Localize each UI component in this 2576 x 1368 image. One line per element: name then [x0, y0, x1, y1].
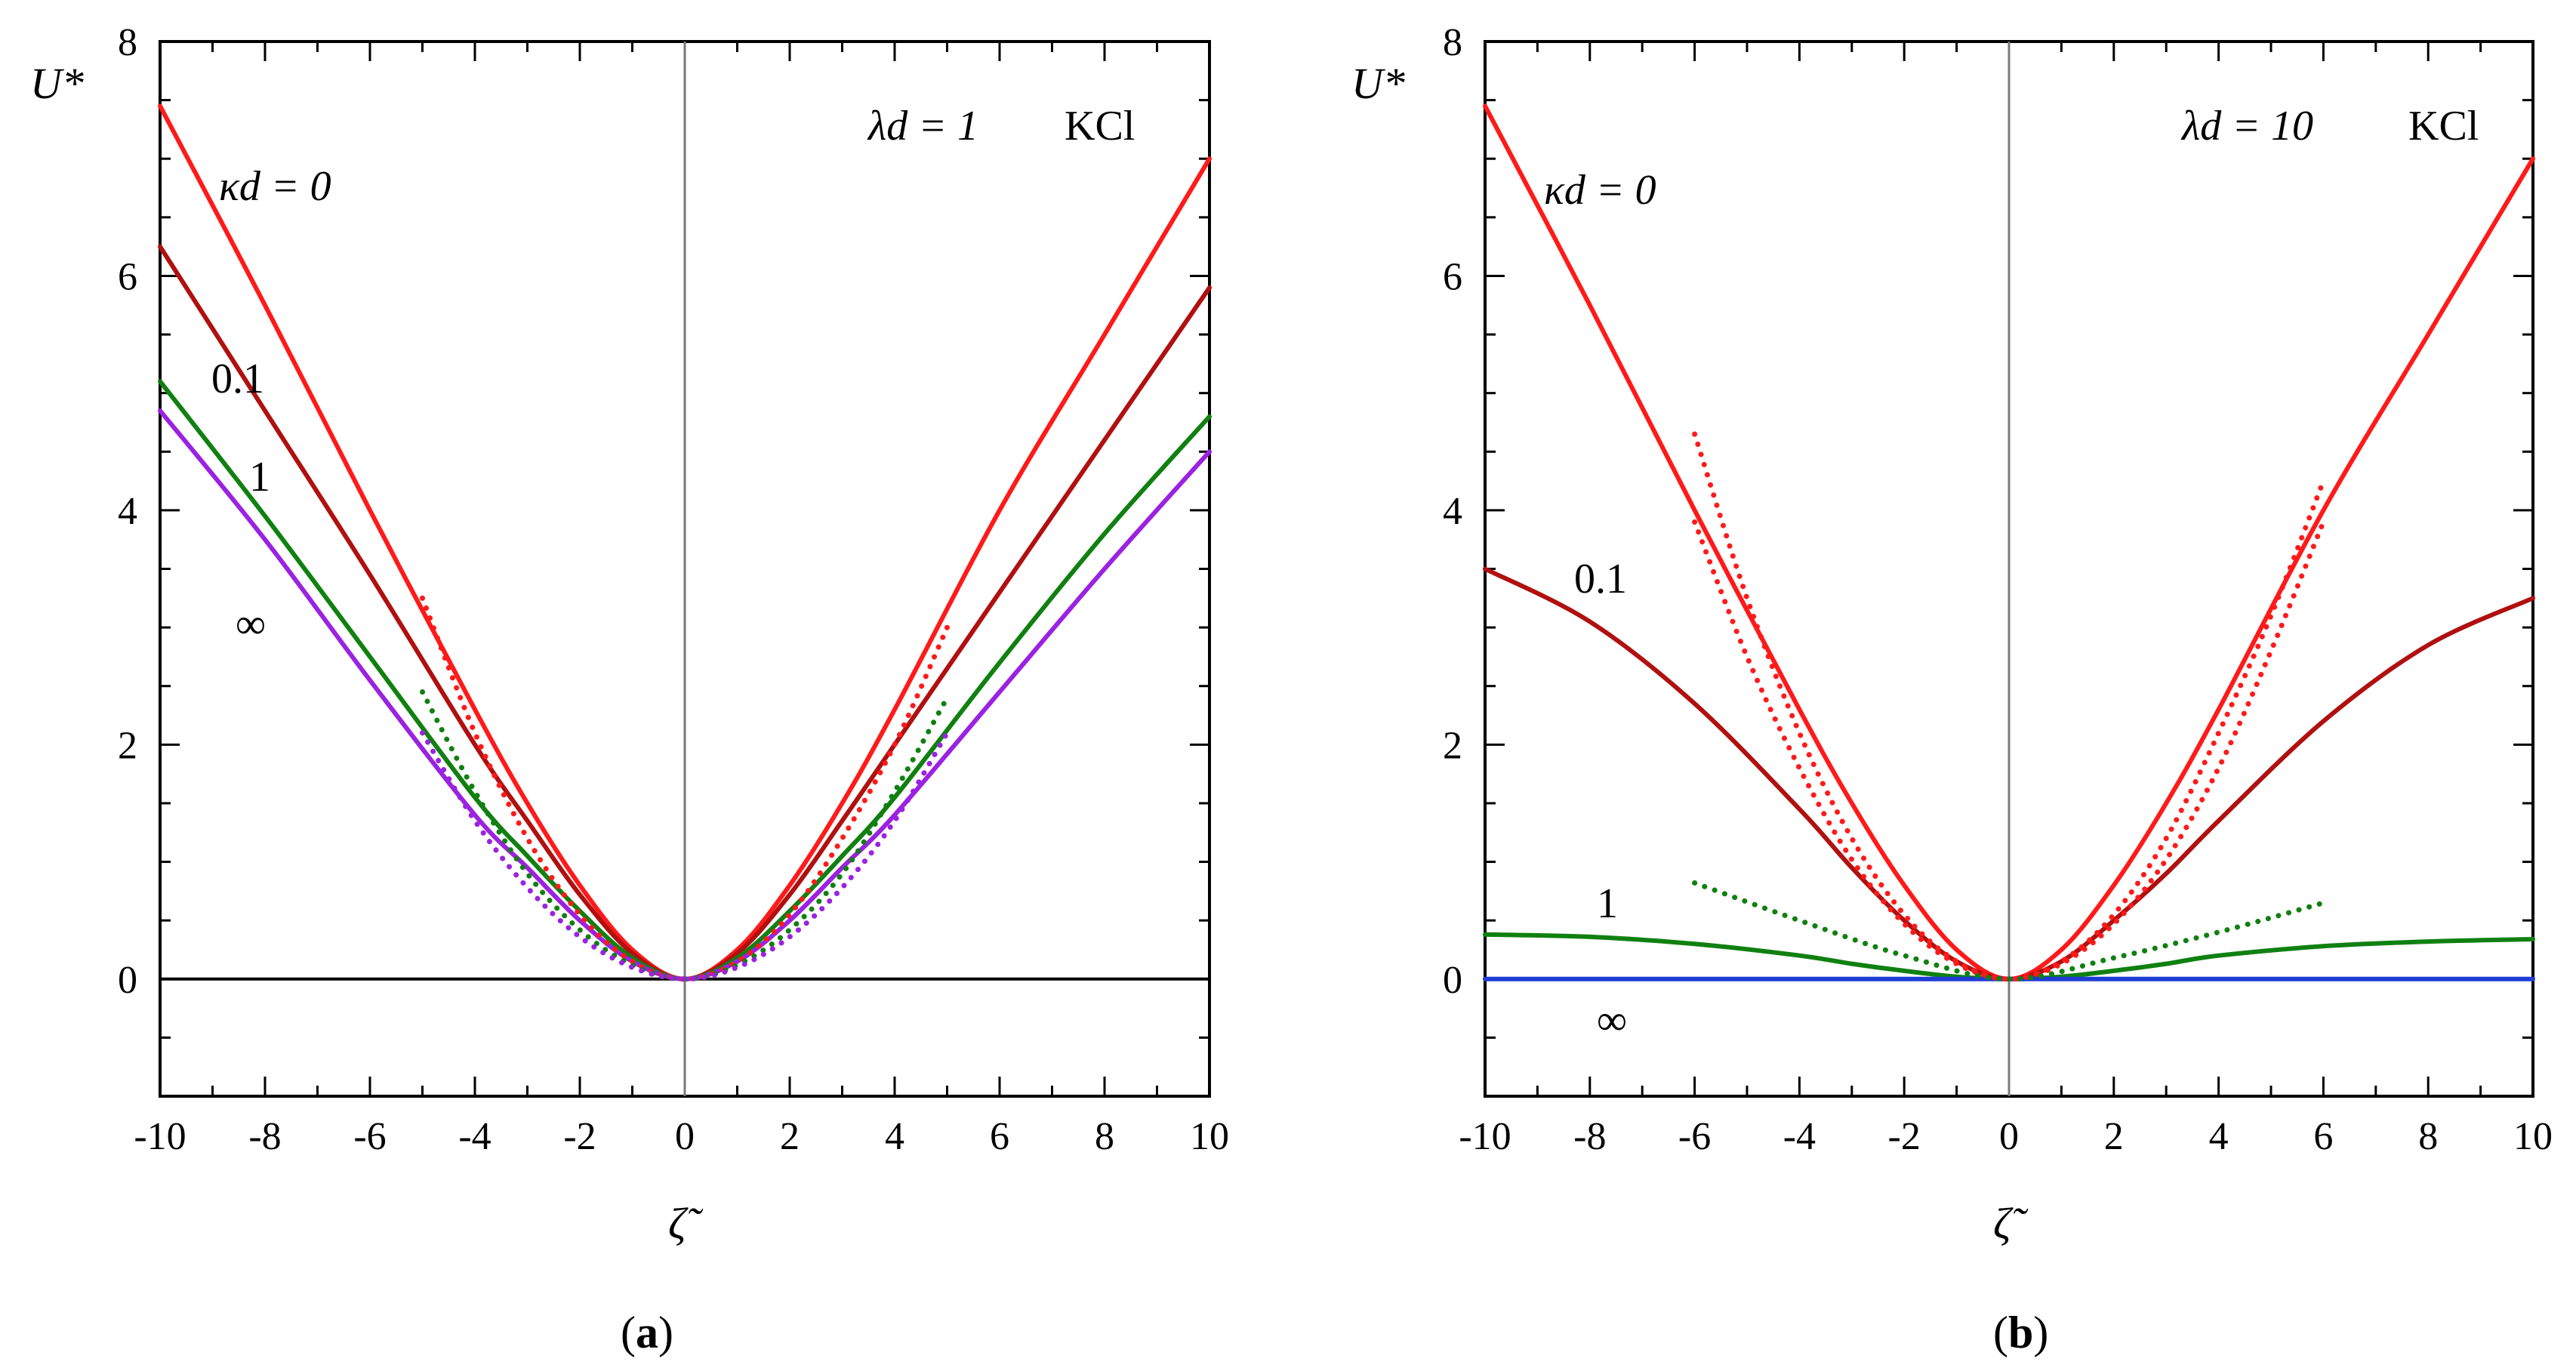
x-tick-label: -10	[134, 1115, 186, 1158]
x-tick-label: 8	[1095, 1115, 1114, 1158]
series-line--d-1-approx-	[1692, 880, 2326, 982]
x-axis-label-a: ζ̃	[668, 1199, 703, 1248]
x-tick-label: -6	[1678, 1115, 1711, 1158]
y-tick-label: 2	[118, 724, 137, 767]
y-tick-label: 8	[1443, 21, 1462, 64]
x-axis-label-b: ζ̃	[1993, 1199, 2028, 1248]
tick-labels-a: -10 -8 -6 -4 -2 0 2 4 6 8 10 0 2 4 6 8	[118, 21, 1229, 1158]
series-label-kd1-b: 1	[1597, 880, 1618, 927]
x-tick-label: 4	[2209, 1115, 2229, 1158]
caption-a: (a)	[621, 1308, 673, 1357]
x-tick-label: 4	[885, 1115, 904, 1158]
series-group-b	[1483, 103, 2535, 982]
param-annotation-a: λd = 1	[867, 103, 978, 149]
caption-letter-b: b	[2008, 1308, 2033, 1357]
series-label-kd0-a: κd = 0	[219, 163, 331, 210]
x-tick-label: -4	[458, 1115, 491, 1158]
x-tick-label: -8	[248, 1115, 281, 1158]
x-tick-label: 2	[2104, 1115, 2124, 1158]
x-tick-label: 2	[780, 1115, 800, 1158]
y-tick-label: 6	[118, 255, 137, 298]
caption-b: (b)	[1993, 1308, 2048, 1357]
series-group-a	[158, 103, 1212, 982]
panel-b: -10 -8 -6 -4 -2 0 2 4 6 8 10 0 2 4 6 8 U* ζ̃ λd = 10 KC…	[1351, 21, 2553, 1357]
series-label-kd1-a: 1	[249, 454, 270, 501]
y-tick-label: 4	[1443, 490, 1462, 533]
x-tick-label: 0	[675, 1115, 695, 1158]
x-tick-label: 8	[2418, 1115, 2438, 1158]
x-tick-label: -8	[1573, 1115, 1606, 1158]
tick-labels-b: -10 -8 -6 -4 -2 0 2 4 6 8 10 0 2 4 6 8	[1443, 21, 2553, 1158]
x-tick-label: 10	[1190, 1115, 1229, 1158]
y-tick-label: 6	[1443, 255, 1462, 298]
panel-a: -10 -8 -6 -4 -2 0 2 4 6 8 10 0 2 4 6 8 U* ζ̃ λd = 1 KCl…	[30, 21, 1229, 1357]
caption-letter-a: a	[636, 1308, 658, 1357]
x-tick-label: -2	[563, 1115, 596, 1158]
series-label-kd0-b: κd = 0	[1544, 167, 1656, 214]
series-label-kd01-b: 0.1	[1574, 556, 1627, 602]
x-tick-label: 6	[2313, 1115, 2333, 1158]
param-annotation-b: λd = 10	[2180, 103, 2313, 149]
y-tick-label: 8	[118, 21, 137, 64]
ticks-b	[1484, 40, 2534, 1098]
salt-annotation-a: KCl	[1065, 103, 1135, 149]
salt-annotation-b: KCl	[2408, 103, 2479, 149]
x-tick-label: -4	[1783, 1115, 1816, 1158]
y-tick-label: 4	[118, 490, 137, 533]
series-label-kdinf-a: ∞	[236, 601, 266, 648]
y-axis-label-a: U*	[30, 59, 84, 108]
y-tick-label: 0	[1443, 959, 1462, 1002]
x-tick-label: -6	[353, 1115, 386, 1158]
y-tick-label: 2	[1443, 724, 1462, 767]
series-label-kdinf-b: ∞	[1597, 997, 1627, 1044]
series-line--d-approx-	[420, 730, 950, 982]
x-tick-label: 10	[2513, 1115, 2553, 1158]
x-tick-label: -10	[1459, 1115, 1511, 1158]
x-tick-label: -2	[1888, 1115, 1921, 1158]
x-tick-label: 6	[990, 1115, 1009, 1158]
series-label-kd01-a: 0.1	[211, 356, 264, 402]
y-tick-label: 0	[118, 959, 137, 1002]
y-axis-label-b: U*	[1351, 59, 1405, 108]
x-tick-label: 0	[1999, 1115, 2019, 1158]
